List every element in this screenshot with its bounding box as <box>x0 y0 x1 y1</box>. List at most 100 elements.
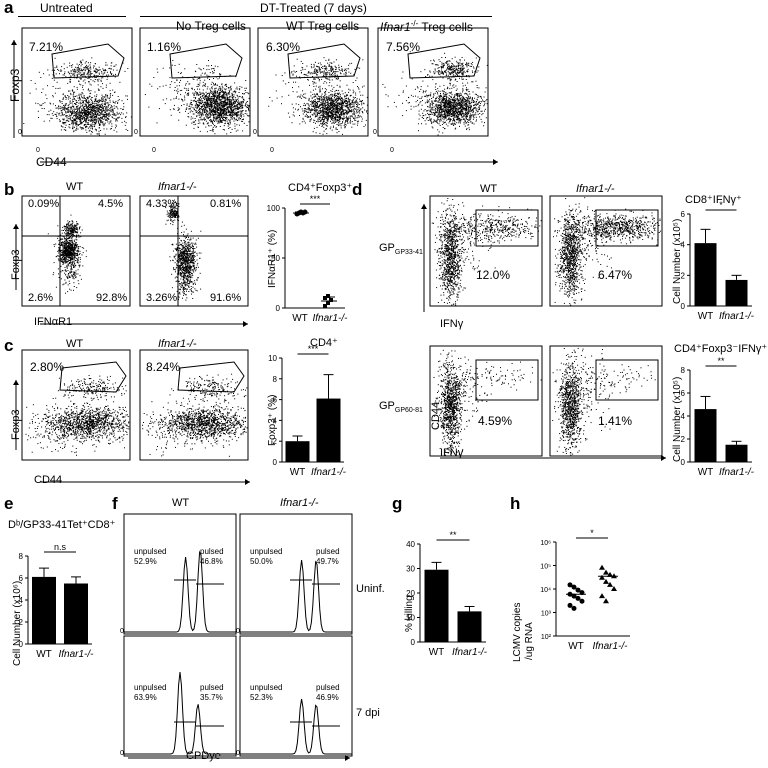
flow-a-dots-2 <box>144 60 250 135</box>
point-h-ko-7 <box>611 586 617 591</box>
axis-b-ifnar1: IFNαR1 <box>34 316 73 328</box>
bar-c-ticklabel-0: 0 <box>273 458 278 467</box>
bar-g-ticklabel-4: 40 <box>406 540 415 549</box>
bar-d2-ticklabel-4: 8 <box>681 366 686 375</box>
point-h-ko-4 <box>599 574 605 580</box>
title-b-ko: Ifnar1-/- <box>158 181 197 193</box>
label-f-unpulsed-4: unpulsed <box>250 683 282 692</box>
axis-f-x-head <box>345 755 350 761</box>
quad-b-wt-lr: 92.8% <box>96 292 128 304</box>
tick-a-x0-3: 0 <box>270 147 274 154</box>
hist-f-curve-3 <box>124 671 236 755</box>
subheader-wt-treg: WT Treg cells <box>286 19 360 33</box>
quad-b-wt-ll: 2.6% <box>28 292 54 304</box>
bar-b-cat-1: Ifnar1-/- <box>312 313 348 324</box>
tick-f-y0-4: 0 <box>236 750 240 757</box>
bar-c-title: CD4⁺ <box>310 337 338 349</box>
hist-f-frame-1 <box>123 513 237 635</box>
pct-c-wt: 2.80% <box>30 360 65 374</box>
point-h-wt-9 <box>571 605 577 611</box>
bar-d1-cat-0: WT <box>698 311 714 322</box>
bar-d2-bar-0 <box>694 409 717 462</box>
flow-d-frame-1 <box>429 195 543 307</box>
flow-a-dots-3 <box>268 57 368 135</box>
bar-g-cat-0: WT <box>429 647 445 658</box>
bar-d2-title: CD4⁺Foxp3⁻IFNγ⁺ <box>674 343 768 355</box>
bar-e-bar-1 <box>64 583 88 644</box>
label-f-unpulsed-1: unpulsed <box>134 547 166 556</box>
flow-c-frame-1 <box>21 349 131 461</box>
bar-b-ticklabel-2: 100 <box>267 204 281 213</box>
bar-e-bar-0 <box>32 576 56 644</box>
bar-d1-bar-0 <box>694 243 717 306</box>
bar-g-bar-0 <box>424 569 449 642</box>
flow-d-dots-2 <box>553 197 661 306</box>
pct-a-1: 7.21% <box>29 40 64 54</box>
flow-c-frame-2 <box>139 349 249 461</box>
hist-f-frame-3 <box>123 635 237 757</box>
label-f-pulsed-3: pulsed <box>200 683 224 692</box>
panel-letter-e: e <box>4 494 14 513</box>
bar-c-ticklabel-5: 10 <box>268 354 277 363</box>
header-dt-rule <box>140 16 492 17</box>
flow-c-dots-2 <box>142 373 248 457</box>
axis-c-y-head <box>13 380 19 385</box>
bar-g-ticklabel-1: 10 <box>406 614 415 623</box>
bar-c-ticklabel-4: 8 <box>273 375 278 384</box>
tick-a-y0-4: 0 <box>373 129 377 136</box>
label-f-pulsed-1: pulsed <box>200 547 224 556</box>
bar-d1-title: CD8⁺IFNγ⁺ <box>685 194 742 206</box>
bar-b-cat-0: WT <box>292 313 308 324</box>
tick-a-y0-2: 0 <box>134 129 138 136</box>
bar-e-cat-0: WT <box>36 649 52 660</box>
pct-a-4: 7.56% <box>386 40 421 54</box>
point-b-ko-0 <box>323 304 327 308</box>
bar-g-ticklabel-0: 0 <box>411 638 416 647</box>
bar-e-sig: n.s <box>54 542 67 552</box>
axis-d-y-head <box>421 204 427 209</box>
gate-d-4 <box>595 359 659 401</box>
tick-f-y0-2: 0 <box>236 628 240 635</box>
bar-c-cat-1: Ifnar1-/- <box>311 467 347 478</box>
point-h-wt-5 <box>571 593 577 599</box>
header-dt-treated: DT-Treated (7 days) <box>260 1 367 15</box>
point-h-wt-7 <box>579 598 585 604</box>
title-d-wt: WT <box>480 183 498 195</box>
title-f-ko: Ifnar1-/- <box>280 497 319 509</box>
gate-a-3 <box>287 43 361 79</box>
header-untreated: Untreated <box>40 1 93 15</box>
flow-a-frame-1 <box>21 27 133 137</box>
label-f-pulsed-2: pulsed <box>316 547 340 556</box>
tick-f-y0-3: 0 <box>120 750 124 757</box>
bar-c-sig: *** <box>308 344 319 354</box>
gate-c-1 <box>59 361 127 393</box>
point-h-wt-6 <box>575 595 581 601</box>
bar-e-ticklabel-3: 6 <box>19 574 24 583</box>
title-c-wt: WT <box>66 338 84 350</box>
bar-g-cat-1: Ifnar1-/- <box>452 647 488 658</box>
bar-g-bar-1 <box>457 611 482 642</box>
bar-d2-ticklabel-2: 4 <box>681 412 686 421</box>
panel-letter-f: f <box>112 494 118 513</box>
bar-d2-cat-1: Ifnar1-/- <box>719 467 755 478</box>
point-h-wt-2 <box>575 587 581 593</box>
value-f-unpulsed-4: 52.3% <box>250 693 273 702</box>
panel-letter-a: a <box>4 0 14 17</box>
value-f-pulsed-2: 49.7% <box>316 557 339 566</box>
flow-b-frame-1 <box>21 195 131 307</box>
scatter-h-ticklabel-0: 10² <box>541 634 552 641</box>
hist-f-frame-4 <box>239 635 353 757</box>
pct-d-1: 12.0% <box>476 268 511 282</box>
hist-f-frame-2 <box>239 513 353 635</box>
scatter-h-ticklabel-4: 10⁶ <box>540 540 551 547</box>
axis-d-ifng-top: IFNγ <box>440 318 464 330</box>
panel-letter-g: g <box>392 494 403 513</box>
header-untreated-rule <box>18 16 126 17</box>
point-b-wt-4 <box>302 209 308 215</box>
scatter-h-cat-ko: Ifnar1-/- <box>592 641 628 652</box>
flow-a-frame-4 <box>377 27 489 137</box>
bar-e-cat-1: Ifnar1-/- <box>58 649 94 660</box>
quad-b-ko-ur: 0.81% <box>210 198 242 210</box>
panel-letter-d: d <box>352 180 363 199</box>
